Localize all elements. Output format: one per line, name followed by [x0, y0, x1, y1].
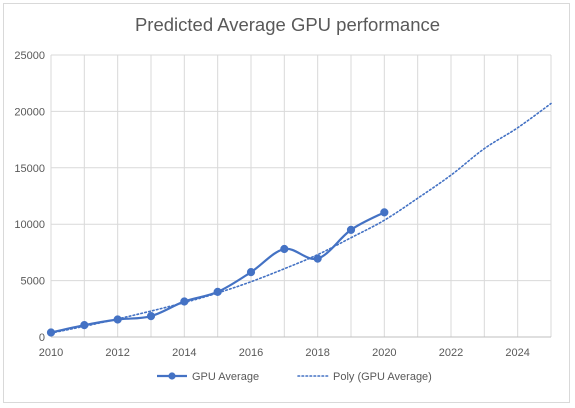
trendline-poly: [50, 102, 552, 334]
x-tick-label: 2022: [439, 347, 463, 359]
axes: [50, 55, 551, 338]
x-tick-label: 2020: [372, 347, 396, 359]
data-point: [346, 225, 356, 234]
y-tick-label: 15000: [14, 163, 45, 175]
x-tick-label: 2018: [305, 347, 329, 359]
y-tick-label: 20000: [14, 106, 45, 118]
legend[interactable]: GPU Average Poly (GPU Average): [157, 371, 432, 383]
data-point: [146, 312, 156, 321]
series-group: [46, 102, 552, 337]
y-tick-label: 10000: [14, 219, 45, 231]
legend-swatch-marker: [168, 372, 176, 380]
data-point: [280, 244, 289, 254]
x-tick-label: 2016: [239, 347, 263, 359]
x-tick-label: 2012: [105, 347, 129, 359]
data-point: [246, 268, 256, 277]
legend-label: Poly (GPU Average): [333, 371, 432, 383]
data-point: [313, 254, 322, 263]
y-tick-label: 25000: [14, 50, 45, 62]
chart-frame: [3, 3, 570, 403]
x-tick-label: 2014: [172, 347, 196, 359]
x-tick-label: 2010: [39, 347, 63, 359]
y-tick-label: 5000: [21, 276, 45, 288]
data-point: [380, 208, 389, 217]
legend-item-gpu-average[interactable]: GPU Average: [157, 371, 259, 383]
tick-labels: 0 5000 10000 15000 20000 25000 2010 2012 2014 201…: [14, 50, 530, 359]
y-tick-label: 0: [39, 332, 45, 344]
x-tick-label: 2024: [505, 347, 529, 359]
legend-item-poly[interactable]: Poly (GPU Average): [297, 371, 432, 383]
grid-lines: [51, 54, 552, 337]
chart-title: Predicted Average GPU performance: [134, 14, 441, 35]
legend-label: GPU Average: [192, 371, 259, 383]
